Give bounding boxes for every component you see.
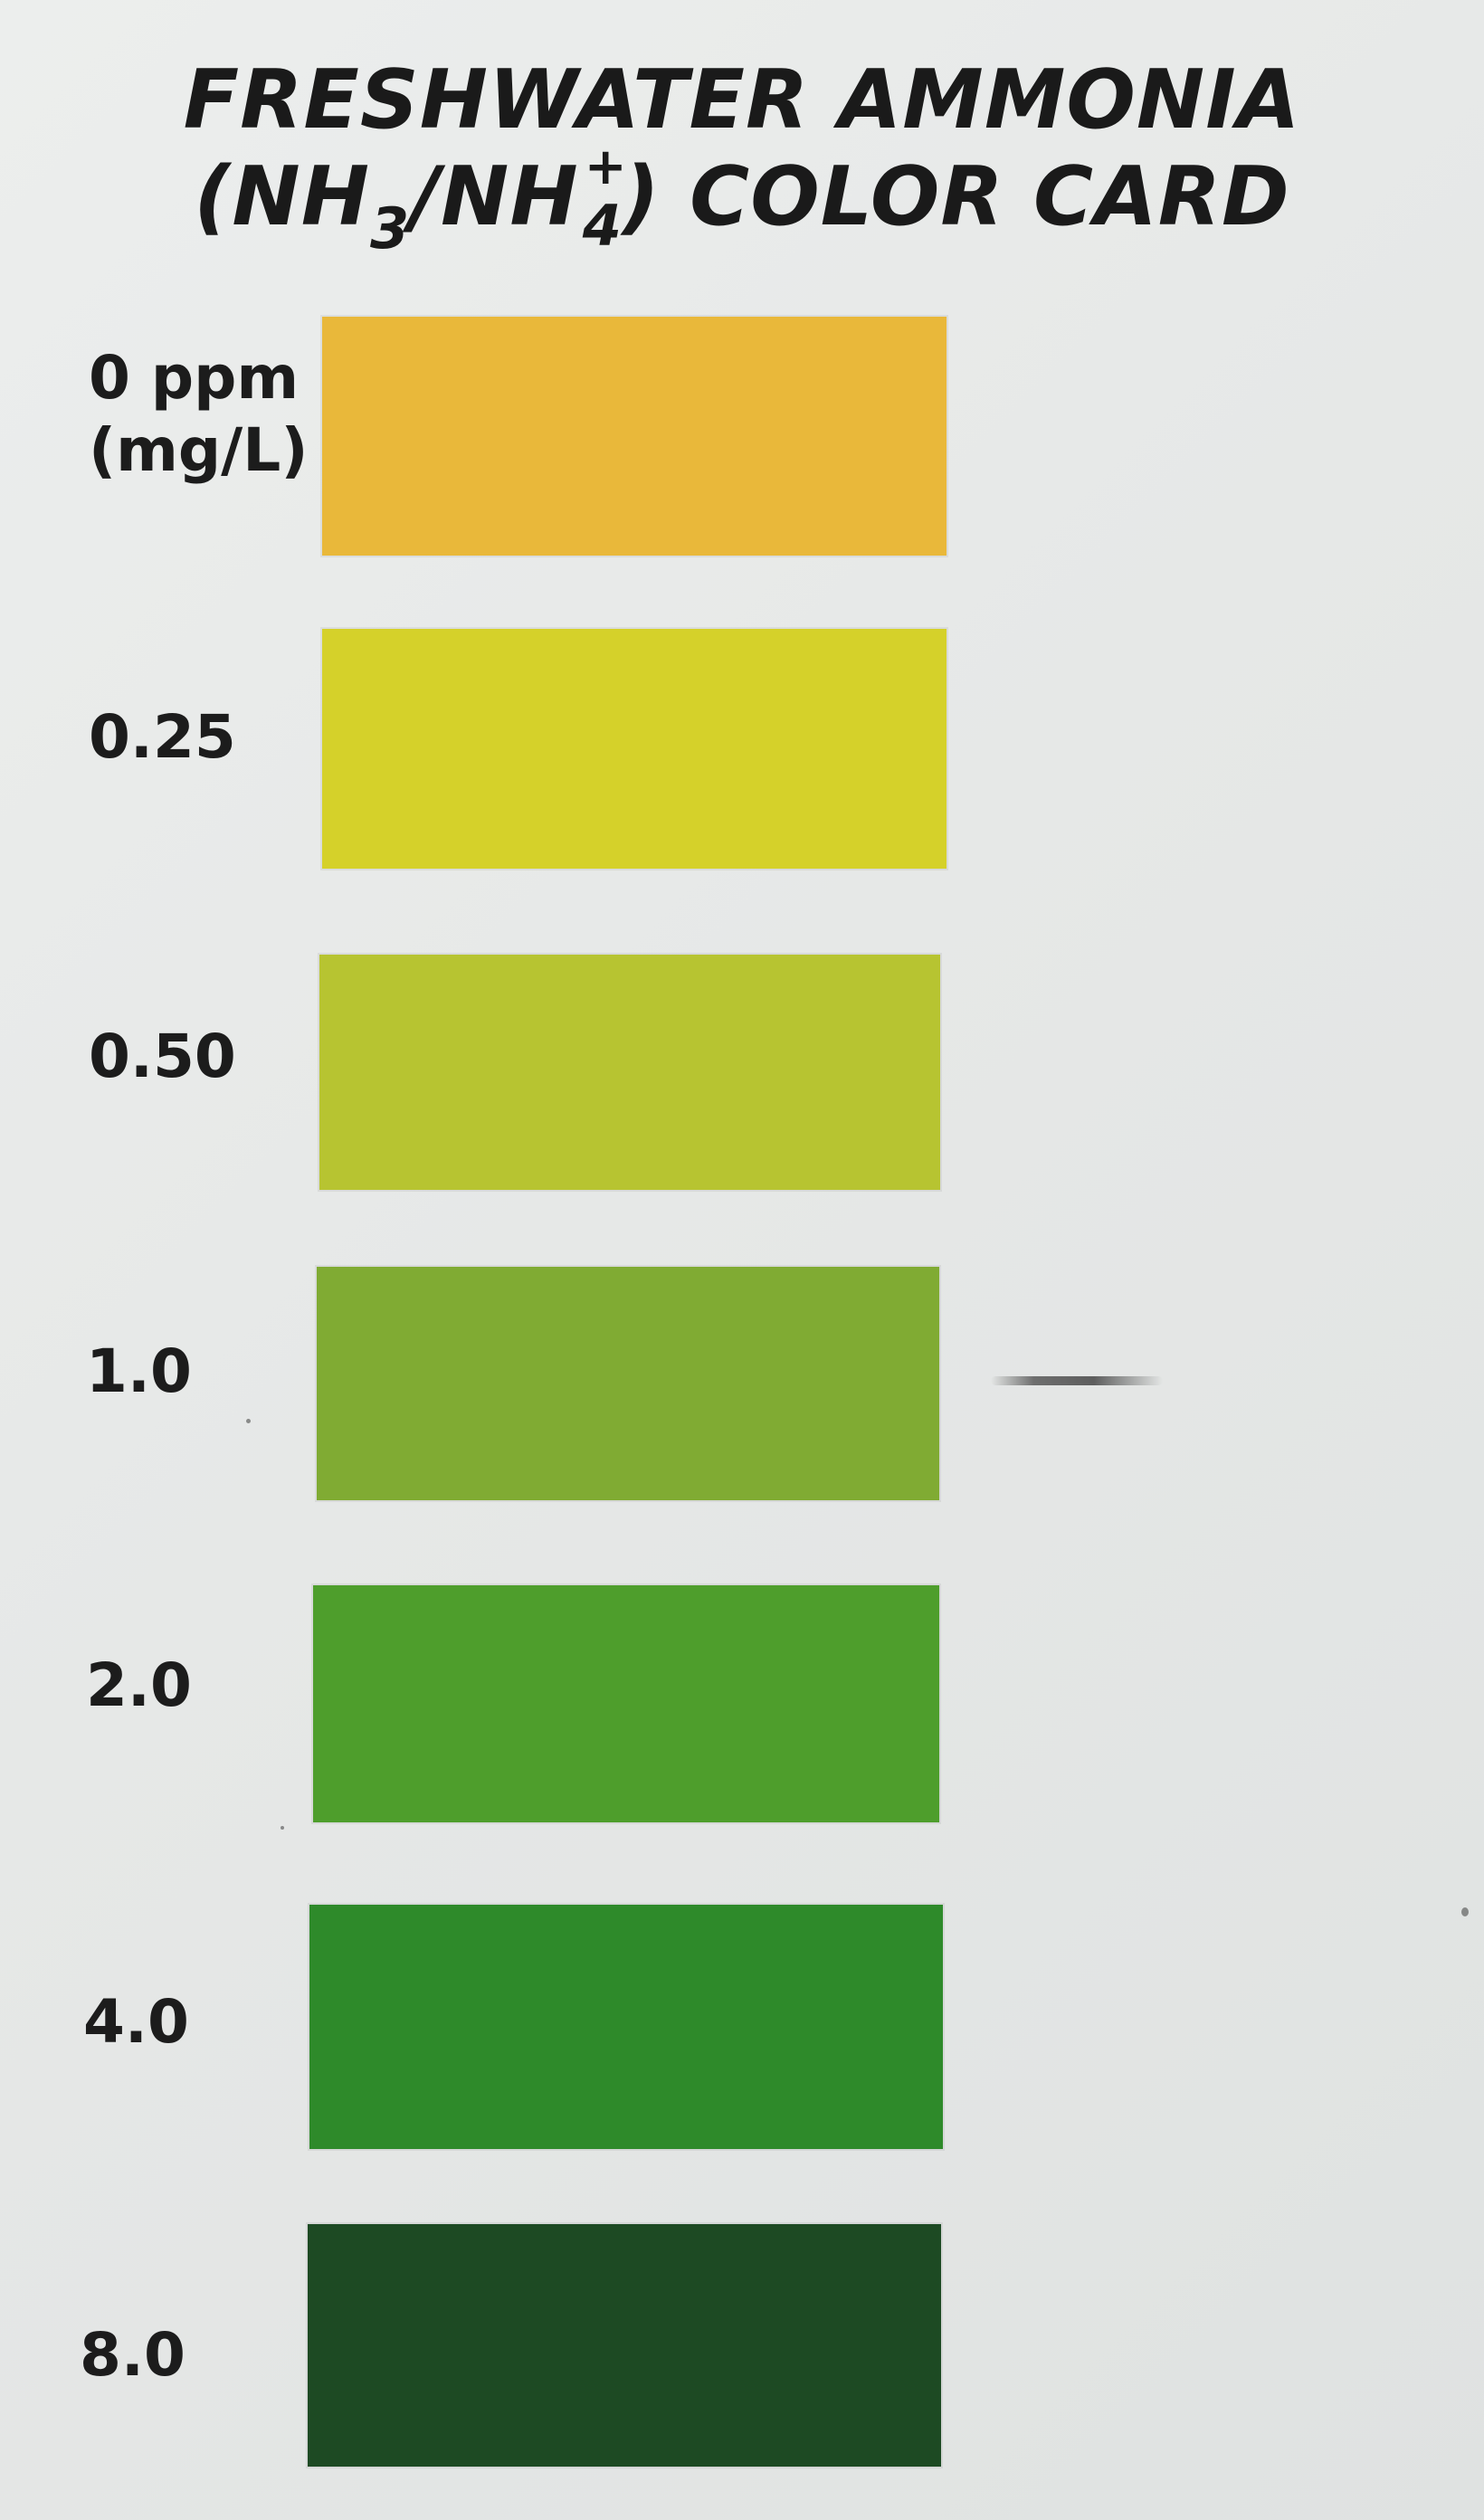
scale-label-0-50: 0.50 xyxy=(89,1022,236,1091)
title-charge-plus: + xyxy=(584,138,628,196)
card-title-line1: FRESHWATER AMMONIA xyxy=(183,52,1301,147)
scale-label-1-0: 1.0 xyxy=(86,1336,192,1406)
color-swatch-4-0 xyxy=(309,1905,943,2149)
scale-label-value: 0 ppm xyxy=(89,343,300,413)
title-subscript-4: 4 xyxy=(582,193,623,259)
card-speck-mark xyxy=(1461,1907,1469,1916)
color-swatch-8-0 xyxy=(308,2224,941,2467)
scale-label-0-25: 0.25 xyxy=(89,702,236,772)
title-subscript-3: 3 xyxy=(370,195,411,262)
card-speck-mark xyxy=(246,1419,251,1423)
title-formula-close: ) COLOR CARD xyxy=(622,149,1290,244)
title-ion-charge-stack: +4 xyxy=(579,142,627,254)
scale-label-4-0: 4.0 xyxy=(83,1987,189,2057)
color-swatch-0-ppm xyxy=(322,317,947,556)
scale-label-unit: (mg/L) xyxy=(89,415,309,485)
color-swatch-0-25 xyxy=(322,629,947,869)
color-swatch-2-0 xyxy=(313,1585,939,1822)
title-formula-open: (NH xyxy=(194,149,371,244)
scale-label-8-0: 8.0 xyxy=(80,2320,186,2390)
scale-label-0-ppm: 0 ppm (mg/L) xyxy=(89,342,309,487)
color-swatch-1-0 xyxy=(317,1267,939,1500)
card-speck-mark xyxy=(281,1826,284,1830)
color-swatch-0-50 xyxy=(319,955,940,1190)
scale-label-2-0: 2.0 xyxy=(86,1650,192,1720)
card-smudge-mark xyxy=(991,1376,1163,1385)
card-title-line2: (NH3/NH +4) COLOR CARD xyxy=(0,142,1484,262)
title-formula-slash: /NH xyxy=(410,149,579,244)
